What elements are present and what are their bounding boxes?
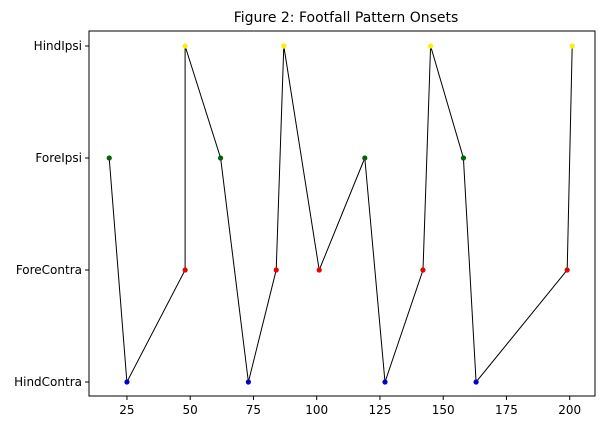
data-point: [473, 379, 479, 385]
plot-frame: [88, 30, 596, 397]
points-layer: [106, 43, 575, 385]
data-point: [217, 155, 224, 161]
data-point: [460, 155, 467, 161]
data-point: [564, 267, 570, 273]
data-point: [569, 43, 575, 49]
data-point: [281, 43, 287, 49]
data-point: [362, 155, 368, 161]
x-tick-label: 200: [558, 403, 581, 417]
data-point: [273, 267, 279, 273]
data-point: [106, 155, 112, 161]
data-point: [316, 267, 322, 273]
x-tick-label: 125: [368, 403, 391, 417]
tick-layer: 25 50 75 100 125 150 175 200 HindContra ForeContr…: [14, 39, 581, 417]
y-tick-label: ForeIpsi: [35, 151, 82, 165]
data-point: [245, 379, 251, 385]
data-point: [382, 379, 388, 385]
x-tick-label: 50: [183, 403, 198, 417]
y-tick-label: HindContra: [14, 375, 82, 389]
x-tick-label: 175: [495, 403, 518, 417]
y-tick-label: HindIpsi: [34, 39, 82, 53]
y-tick-label: ForeContra: [16, 263, 82, 277]
x-tick-label: 100: [305, 403, 328, 417]
data-point: [124, 379, 130, 385]
data-point: [420, 267, 426, 273]
data-point: [427, 43, 434, 49]
data-point: [182, 267, 188, 273]
x-tick-label: 75: [246, 403, 261, 417]
x-tick-label: 25: [119, 403, 134, 417]
chart-title: Figure 2: Footfall Pattern Onsets: [234, 10, 459, 26]
x-tick-label: 150: [432, 403, 455, 417]
data-point: [182, 43, 188, 49]
